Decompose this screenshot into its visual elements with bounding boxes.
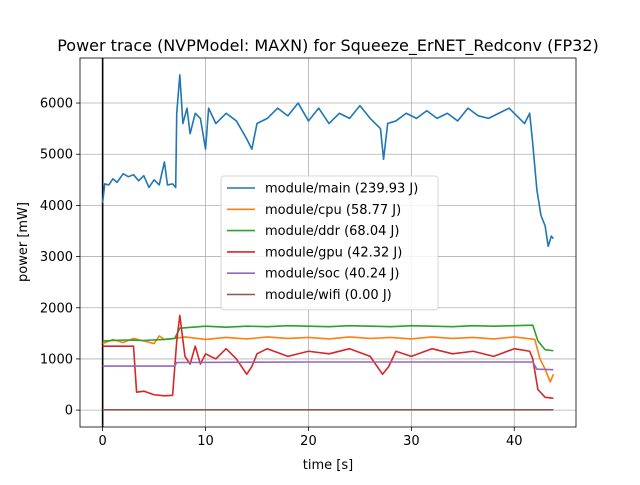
- x-tick-label: 0: [98, 434, 106, 449]
- x-tick-label: 20: [300, 434, 317, 449]
- legend-entry-4: module/soc (40.24 J): [265, 267, 399, 282]
- legend-entry-3: module/gpu (42.32 J): [265, 245, 402, 260]
- plot-area: [101, 58, 555, 427]
- series-line-0: [101, 74, 554, 248]
- chart-title: Power trace (NVPModel: MAXN) for Squeeze…: [57, 36, 599, 56]
- series-line-2: [102, 324, 554, 352]
- y-tick-label: 0: [65, 404, 73, 419]
- legend-entry-1: module/cpu (58.77 J): [265, 203, 401, 218]
- legend-box: [220, 175, 439, 311]
- x-tick-label: 40: [506, 434, 523, 449]
- series-line-1: [102, 335, 555, 383]
- y-tick-label: 1000: [40, 352, 73, 367]
- series-line-3: [102, 314, 554, 400]
- axes: 0 10 20 30 40 0 1000 2000 3000 4000 5000 6000: [40, 57, 577, 449]
- series-line-4: [102, 361, 554, 371]
- x-axis-label: time [s]: [303, 458, 353, 473]
- x-tick-label: 30: [403, 434, 420, 449]
- legend-entry-0: module/main (239.93 J): [265, 182, 418, 197]
- y-tick-label: 2000: [40, 301, 73, 316]
- y-tick-label: 3000: [40, 250, 73, 265]
- axes-frame: [79, 57, 577, 428]
- x-tick-label: 10: [197, 434, 214, 449]
- legend-entry-5: module/wifi (0.00 J): [265, 288, 392, 303]
- legend: module/main (239.93 J) module/cpu (58.77 …: [220, 175, 439, 311]
- legend-entry-2: module/ddr (68.04 J): [265, 224, 399, 239]
- y-tick-label: 5000: [40, 148, 73, 163]
- y-tick-label: 4000: [40, 199, 73, 214]
- y-tick-label: 6000: [40, 97, 73, 112]
- y-axis-label: power [mW]: [16, 202, 31, 282]
